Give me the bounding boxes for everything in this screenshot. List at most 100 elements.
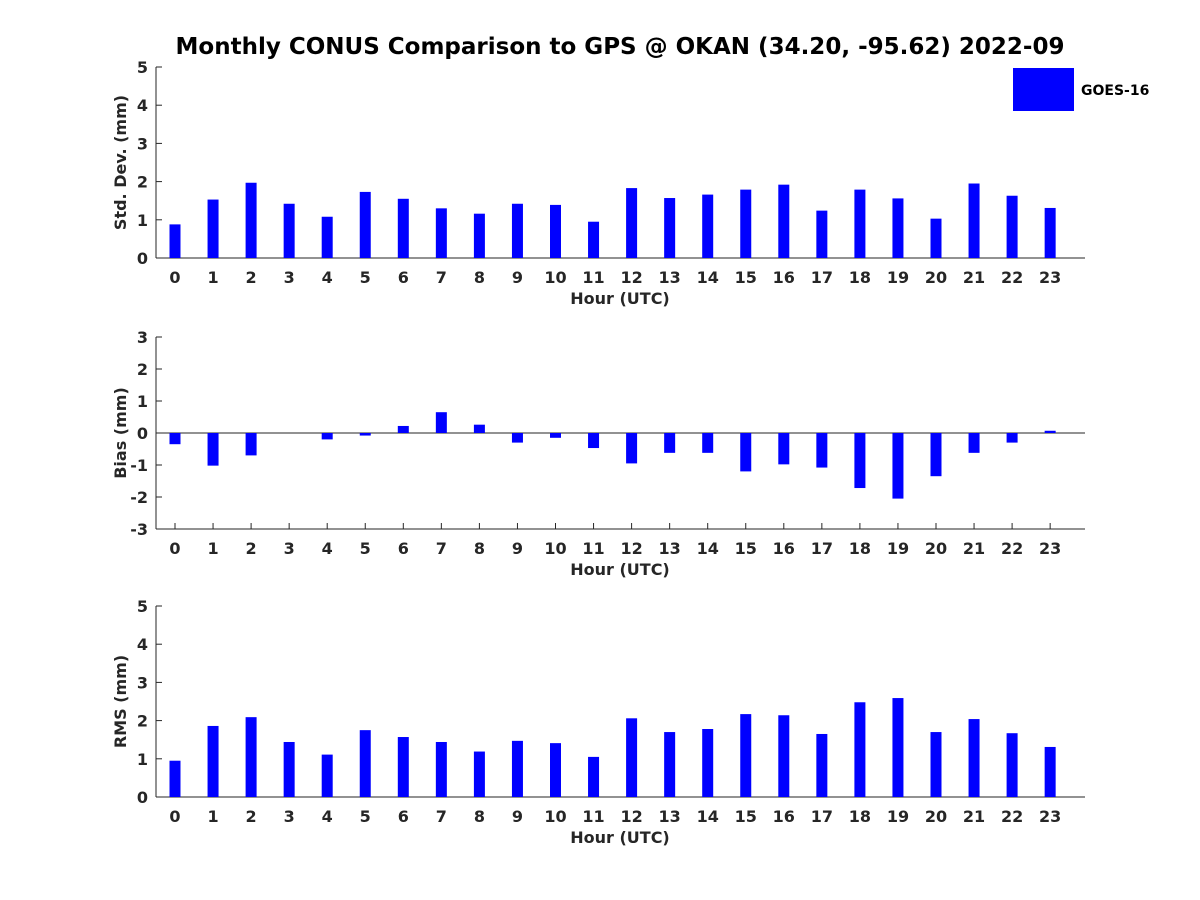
rms-y-tick-label: 2 — [137, 712, 148, 731]
std-dev-bar — [207, 199, 219, 258]
bias-bar — [664, 433, 676, 453]
legend-swatch — [1013, 68, 1074, 111]
std-dev-bar — [740, 189, 752, 258]
std-dev-bar — [245, 182, 257, 258]
std-dev-bar — [816, 210, 828, 258]
bias-x-tick-label: 18 — [849, 539, 871, 558]
std-dev-bar — [283, 203, 295, 258]
bias-bar — [207, 433, 219, 466]
rms-x-tick-label: 6 — [398, 807, 409, 826]
rms-x-tick-label: 14 — [697, 807, 719, 826]
std-dev-x-tick-label: 15 — [735, 268, 757, 287]
rms-x-tick-label: 10 — [544, 807, 566, 826]
bias-y-tick-label: -1 — [130, 456, 148, 475]
bias-x-tick-label: 10 — [544, 539, 566, 558]
std-dev-bar — [1006, 195, 1018, 258]
bias-x-tick-label: 1 — [207, 539, 218, 558]
std-dev-x-tick-label: 22 — [1001, 268, 1023, 287]
bias-x-tick-label: 3 — [284, 539, 295, 558]
std-dev-x-tick-label: 21 — [963, 268, 985, 287]
rms-x-tick-label: 2 — [246, 807, 257, 826]
bias-bar — [588, 433, 600, 449]
rms-bar — [245, 717, 257, 797]
rms-bar — [778, 715, 790, 797]
std-dev-x-tick-label: 19 — [887, 268, 909, 287]
rms-bar — [169, 760, 181, 797]
bias-x-tick-label: 7 — [436, 539, 447, 558]
std-dev-x-tick-label: 11 — [582, 268, 604, 287]
std-dev-x-tick-label: 16 — [773, 268, 795, 287]
std-dev-x-tick-label: 14 — [697, 268, 719, 287]
bias-bar — [473, 424, 485, 433]
std-dev-x-tick-label: 9 — [512, 268, 523, 287]
rms-bar — [550, 743, 561, 797]
std-dev-x-tick-label: 12 — [620, 268, 642, 287]
bias-y-tick-label: 3 — [137, 328, 148, 347]
rms-bar — [740, 714, 752, 797]
rms-x-tick-label: 19 — [887, 807, 909, 826]
std-dev-bar — [664, 198, 676, 258]
rms-x-tick-label: 8 — [474, 807, 485, 826]
std-dev-bar — [1044, 207, 1056, 258]
bias-x-tick-label: 20 — [925, 539, 947, 558]
rms-bar — [397, 737, 409, 797]
bias-x-tick-label: 0 — [169, 539, 180, 558]
rms-bar — [816, 733, 828, 797]
bias-x-tick-label: 22 — [1001, 539, 1023, 558]
bias-x-tick-label: 19 — [887, 539, 909, 558]
rms-x-tick-label: 17 — [811, 807, 833, 826]
std-dev-y-tick-label: 5 — [137, 58, 148, 77]
std-dev-bar — [626, 188, 638, 258]
std-dev-x-tick-label: 0 — [169, 268, 180, 287]
bias-x-tick-label: 5 — [360, 539, 371, 558]
rms-y-tick-label: 1 — [137, 750, 148, 769]
std-dev-bar — [550, 204, 561, 258]
rms-x-tick-label: 12 — [620, 807, 642, 826]
std-dev-x-tick-label: 20 — [925, 268, 947, 287]
rms-x-tick-label: 13 — [659, 807, 681, 826]
std-dev-bar — [778, 184, 790, 258]
rms-x-tick-label: 11 — [582, 807, 604, 826]
rms-bar — [968, 719, 980, 797]
bias-bar — [740, 433, 752, 472]
rms-x-tick-label: 22 — [1001, 807, 1023, 826]
rms-bar — [511, 740, 523, 797]
rms-bar — [359, 730, 371, 797]
rms-x-tick-label: 15 — [735, 807, 757, 826]
bias-x-tick-label: 2 — [246, 539, 257, 558]
rms-y-axis-label: RMS (mm) — [111, 655, 130, 748]
bias-bar — [930, 433, 942, 477]
std-dev-x-tick-label: 6 — [398, 268, 409, 287]
std-dev-x-tick-label: 18 — [849, 268, 871, 287]
rms-x-tick-label: 9 — [512, 807, 523, 826]
rms-x-tick-label: 7 — [436, 807, 447, 826]
rms-bar — [702, 729, 714, 797]
rms-bar — [1044, 746, 1056, 797]
rms-bar — [435, 741, 447, 797]
std-dev-y-tick-label: 0 — [137, 249, 148, 268]
bias-x-tick-label: 17 — [811, 539, 833, 558]
bias-x-tick-label: 15 — [735, 539, 757, 558]
bias-x-tick-label: 12 — [620, 539, 642, 558]
rms-y-tick-label: 0 — [137, 788, 148, 807]
std-dev-x-tick-label: 1 — [207, 268, 218, 287]
rms-bar — [321, 754, 333, 797]
rms-x-tick-label: 23 — [1039, 807, 1061, 826]
std-dev-bar — [892, 198, 904, 258]
bias-bar — [435, 412, 447, 433]
std-dev-y-tick-label: 4 — [137, 96, 148, 115]
std-dev-bar — [702, 194, 714, 258]
bias-x-tick-label: 4 — [322, 539, 333, 558]
chart-title: Monthly CONUS Comparison to GPS @ OKAN (… — [176, 34, 1065, 60]
std-dev-y-tick-label: 1 — [137, 211, 148, 230]
bias-bar — [854, 433, 866, 489]
rms-x-tick-label: 5 — [360, 807, 371, 826]
std-dev-bar — [169, 224, 181, 258]
std-dev-y-tick-label: 3 — [137, 134, 148, 153]
bias-bar — [816, 433, 828, 468]
bias-x-axis-label: Hour (UTC) — [570, 560, 670, 579]
